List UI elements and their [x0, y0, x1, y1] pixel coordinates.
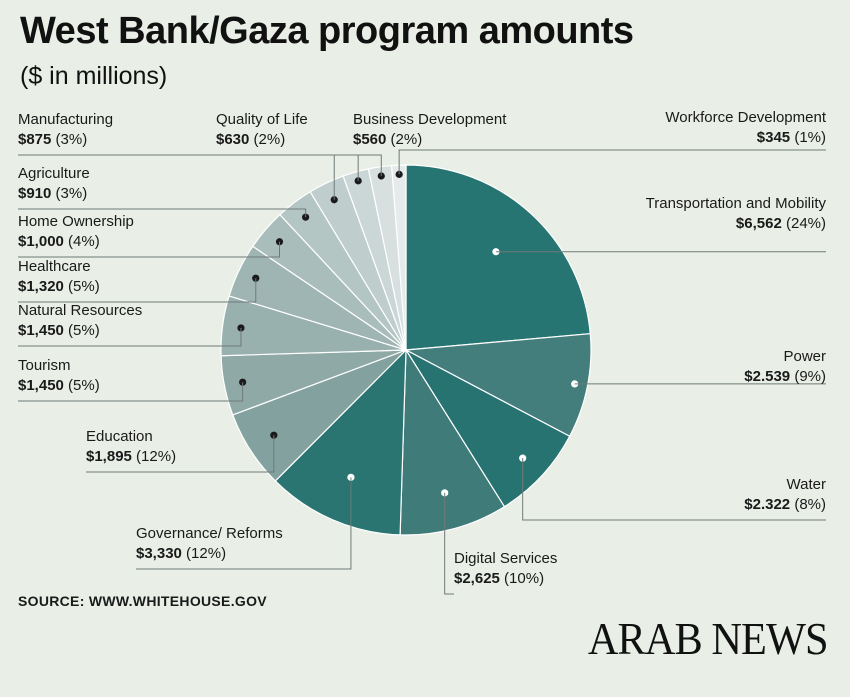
slice-label-value: $1,450 (5%) [18, 322, 100, 339]
leader-line [398, 149, 826, 175]
leader-lines [18, 149, 826, 595]
leader-line [216, 154, 359, 181]
slice-label-value: $910 (3%) [18, 185, 87, 202]
pie-slice-water [404, 348, 571, 508]
leader-line [18, 278, 257, 303]
slice-label-value: $1,320 (5%) [18, 278, 100, 295]
pie-slice-digital-services [399, 348, 506, 536]
slice-label-value: $875 (3%) [18, 131, 87, 148]
slice-label-name: Business Development [353, 111, 507, 128]
slice-label-name: Healthcare [18, 258, 91, 275]
slice-label-name: Digital Services [454, 550, 557, 567]
source-note: SOURCE: WWW.WHITEHOUSE.GOV [18, 593, 267, 609]
leader-line [86, 435, 275, 473]
leader-line [18, 327, 242, 347]
slice-label-value: $1,450 (5%) [18, 377, 100, 394]
pie-slice-transportation-and-mobility [405, 164, 591, 351]
arab-news-logo: ARAB NEWS [588, 613, 829, 664]
slice-label-value: $2,625 (10%) [454, 570, 544, 587]
slice-label-name: Water [787, 476, 826, 493]
slice-label-value: $1,000 (4%) [18, 233, 100, 250]
chart-title: West Bank/Gaza program amounts [20, 10, 634, 52]
pie-slice-governance-reforms [274, 348, 407, 536]
slice-label-name: Manufacturing [18, 111, 113, 128]
leader-line [444, 492, 454, 595]
pie-slice-power [403, 333, 592, 438]
leader-line [353, 154, 382, 176]
pie-slices [220, 164, 592, 536]
slice-label-name: Natural Resources [18, 302, 142, 319]
slice-label-name: Governance/ Reforms [136, 525, 283, 542]
leader-line [136, 477, 352, 570]
leader-line [18, 208, 307, 218]
slice-label-name: Agriculture [18, 165, 90, 182]
slice-label-value: $2.322 (8%) [744, 496, 826, 513]
slice-label-name: Home Ownership [18, 213, 134, 230]
slice-label-value: $345 (1%) [757, 129, 826, 146]
slice-label-name: Tourism [18, 357, 71, 374]
slice-label-name: Quality of Life [216, 111, 308, 128]
slice-label-name: Transportation and Mobility [646, 195, 827, 212]
slice-label-value: $630 (2%) [216, 131, 285, 148]
leader-line [522, 458, 826, 521]
slice-label-value: $3,330 (12%) [136, 545, 226, 562]
slice-label-name: Workforce Development [665, 109, 826, 126]
chart-subtitle: ($ in millions) [20, 62, 168, 90]
slice-label-value: $6,562 (24%) [736, 215, 826, 232]
slice-label-value: $1,895 (12%) [86, 448, 176, 465]
slice-labels: Transportation and Mobility $6,562 (24%) P… [18, 109, 827, 587]
slice-label-name: Education [86, 428, 153, 445]
slice-label-value: $2.539 (9%) [744, 368, 826, 385]
leader-line [18, 382, 244, 402]
slice-label-name: Power [783, 348, 826, 365]
leader-line [18, 241, 280, 258]
slice-label-value: $560 (2%) [353, 131, 422, 148]
